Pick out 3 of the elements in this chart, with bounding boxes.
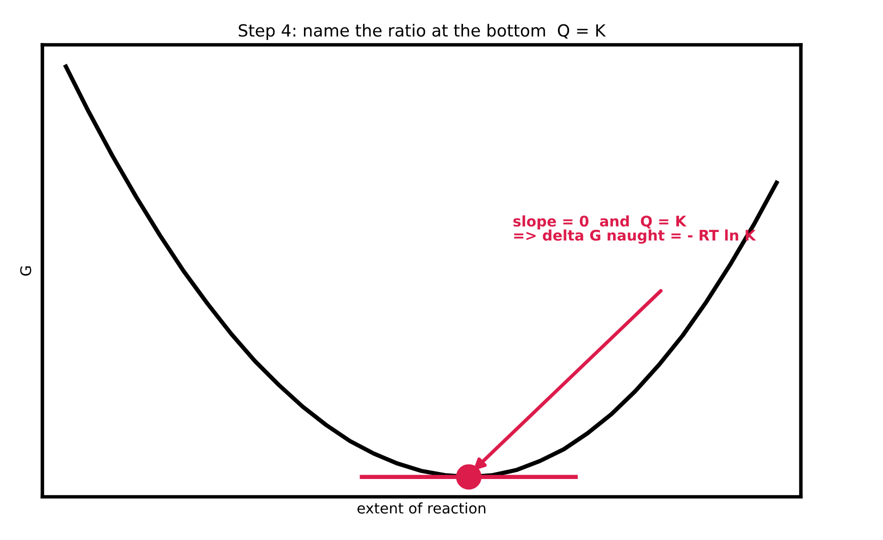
chart-title: Step 4: name the ratio at the bottom Q = K (238, 24, 606, 40)
x-axis-title: extent of reaction (358, 502, 486, 514)
y-axis-title: G (20, 266, 32, 276)
